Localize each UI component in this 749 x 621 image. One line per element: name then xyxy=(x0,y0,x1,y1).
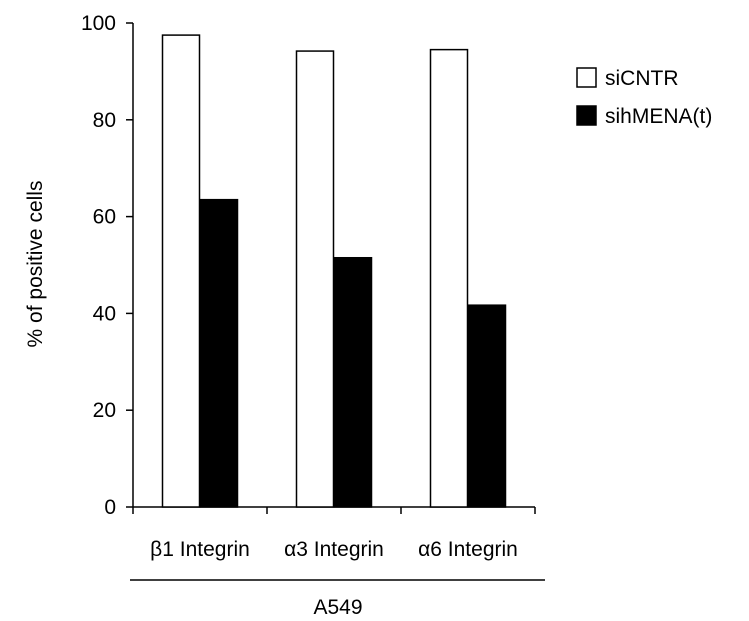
x-category-label: α6 Integrin xyxy=(418,538,518,561)
y-tick-label: 100 xyxy=(81,12,116,35)
legend-swatch xyxy=(576,105,597,126)
y-axis-title: % of positive cells xyxy=(24,181,47,348)
bars xyxy=(161,34,507,508)
x-axis: β1 Integrin α3 Integrin α6 Integrin xyxy=(132,506,536,561)
x-category-label: α3 Integrin xyxy=(284,538,384,561)
bar-sicntr xyxy=(161,34,201,508)
y-tick-label: 40 xyxy=(93,302,116,325)
y-axis: 0 20 40 60 80 100 xyxy=(81,12,134,519)
y-tick-label: 60 xyxy=(93,206,116,229)
bar-sicntr xyxy=(295,50,335,508)
legend-swatch xyxy=(576,67,597,88)
legend: siCNTR sihMENA(t) xyxy=(576,67,712,128)
legend-label: sihMENA(t) xyxy=(605,105,712,128)
y-tick-label: 20 xyxy=(93,399,116,422)
y-tick-label: 0 xyxy=(104,496,116,519)
bar-sihmena xyxy=(467,304,507,508)
group-label: A549 xyxy=(313,596,362,619)
x-category-label: β1 Integrin xyxy=(150,538,250,561)
bar-sihmena xyxy=(199,198,239,508)
bar-sicntr xyxy=(429,48,469,508)
legend-label: siCNTR xyxy=(605,67,679,90)
y-tick-label: 80 xyxy=(93,109,116,132)
bar-sihmena xyxy=(333,256,373,508)
